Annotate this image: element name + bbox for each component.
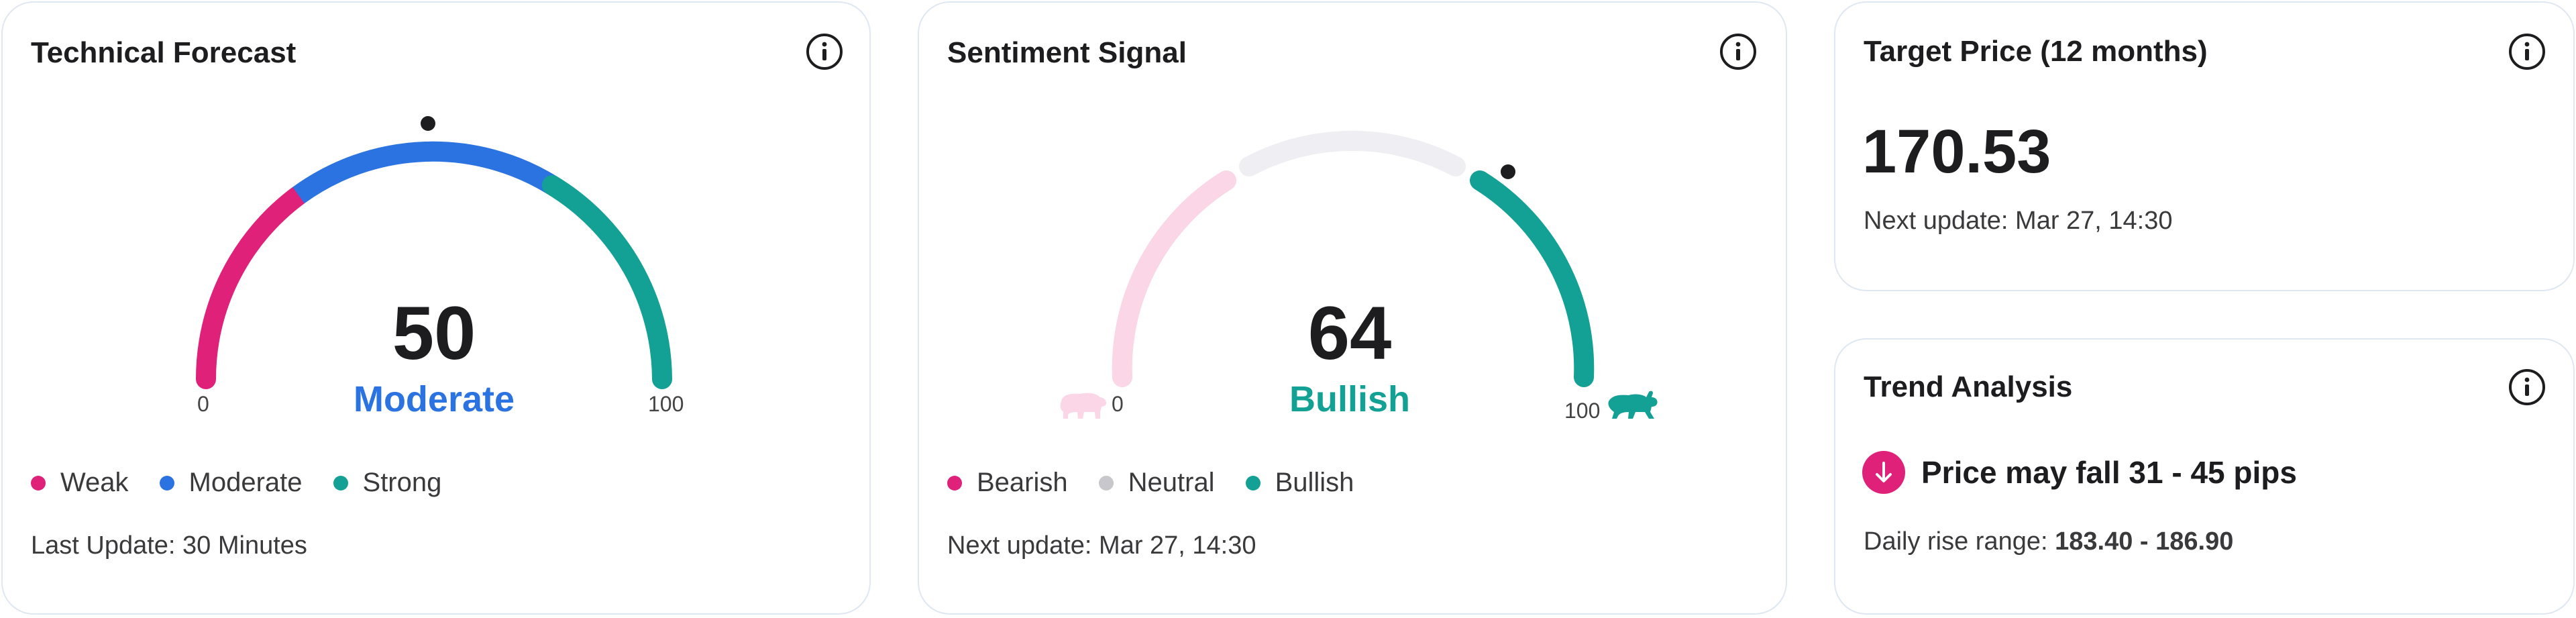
- technical-value: 50: [392, 291, 476, 375]
- sentiment-gauge: [1112, 130, 1595, 387]
- gauge-arc-bullish: [1470, 170, 1595, 387]
- gauge-pointer: [421, 116, 435, 131]
- target-price-card: Target Price (12 months) 170.53 Next upd…: [1834, 1, 2575, 291]
- arrow-down-icon: [1862, 451, 1905, 494]
- legend-item-weak: Weak: [31, 468, 129, 498]
- technical-status: Moderate: [353, 379, 515, 419]
- legend-item-bullish: Bullish: [1245, 468, 1354, 498]
- technical-legend: Weak Moderate Strong: [31, 468, 472, 498]
- scale-max: 100: [1564, 399, 1601, 423]
- legend-label: Weak: [60, 468, 129, 497]
- trend-message-row: Price may fall 31 - 45 pips: [1862, 451, 2297, 494]
- bearish-dot: [947, 475, 962, 491]
- gauge-arc-weak: [195, 185, 309, 389]
- info-icon[interactable]: [1720, 34, 1756, 70]
- legend-label: Bearish: [977, 468, 1068, 497]
- technical-forecast-card: Technical Forecast 50 Moderate 0 100 Wea…: [1, 1, 871, 615]
- trend-message: Price may fall 31 - 45 pips: [1921, 455, 2297, 490]
- info-icon[interactable]: [2509, 369, 2545, 405]
- sentiment-footer: Next update: Mar 27, 14:30: [947, 531, 1256, 560]
- weak-dot: [31, 475, 46, 491]
- bullish-dot: [1245, 475, 1260, 491]
- trend-analysis-title: Trend Analysis: [1864, 370, 2073, 403]
- strong-dot: [333, 475, 348, 491]
- gauge-arc-strong: [542, 175, 672, 389]
- technical-footer: Last Update: 30 Minutes: [31, 531, 307, 560]
- technical-gauge: [195, 116, 672, 389]
- target-price-title: Target Price (12 months): [1864, 35, 2208, 68]
- legend-item-strong: Strong: [333, 468, 442, 498]
- info-icon[interactable]: [806, 34, 843, 70]
- legend-item-bearish: Bearish: [947, 468, 1068, 498]
- legend-label: Strong: [362, 468, 442, 497]
- scale-max: 100: [648, 392, 684, 416]
- legend-item-neutral: Neutral: [1098, 468, 1215, 498]
- legend-label: Neutral: [1128, 468, 1215, 497]
- sentiment-signal-card: Sentiment Signal 64 Bullish 0 100 Bearis…: [918, 1, 1787, 615]
- sentiment-signal-title: Sentiment Signal: [947, 36, 1187, 69]
- legend-label: Bullish: [1275, 468, 1354, 497]
- sentiment-status: Bullish: [1289, 379, 1410, 419]
- sentiment-legend: Bearish Neutral Bullish: [947, 468, 1385, 498]
- moderate-dot: [159, 475, 174, 491]
- daily-range-value: 183.40 - 186.90: [2055, 527, 2234, 556]
- daily-range-label: Daily rise range:: [1864, 527, 2048, 556]
- target-price-footer: Next update: Mar 27, 14:30: [1864, 207, 2173, 235]
- gauge-arc-neutral: [1239, 130, 1466, 176]
- technical-forecast-title: Technical Forecast: [31, 36, 297, 69]
- bull-icon: [1608, 391, 1658, 419]
- legend-label: Moderate: [189, 468, 303, 497]
- bear-icon: [1060, 393, 1107, 419]
- legend-item-moderate: Moderate: [159, 468, 303, 498]
- sentiment-value: 64: [1307, 291, 1392, 375]
- daily-range-row: Daily rise range: 183.40 - 186.90: [1864, 527, 2233, 556]
- gauge-arc-moderate: [292, 141, 557, 204]
- scale-min: 0: [197, 392, 209, 416]
- neutral-dot: [1098, 475, 1114, 491]
- target-price-value: 170.53: [1862, 117, 2051, 186]
- scale-min: 0: [1112, 392, 1124, 416]
- gauge-pointer: [1501, 164, 1515, 179]
- gauge-arc-bearish: [1112, 170, 1236, 387]
- info-icon[interactable]: [2509, 34, 2545, 70]
- trend-analysis-card: Trend Analysis Price may fall 31 - 45 pi…: [1834, 338, 2575, 615]
